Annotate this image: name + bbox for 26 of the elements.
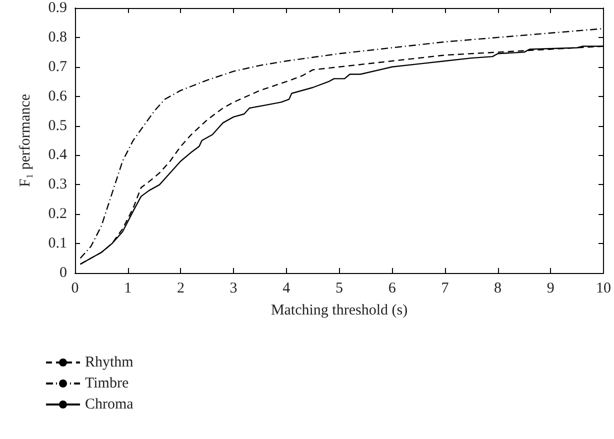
- legend-label: Timbre: [85, 376, 129, 392]
- y-tick-label: 0.8: [48, 29, 67, 46]
- x-tick-label: 0: [71, 280, 79, 296]
- x-tick-label: 10: [596, 280, 611, 296]
- y-tick-label: 0.1: [48, 236, 67, 252]
- y-tick-label: 0.7: [48, 58, 68, 75]
- y-tick-label: 0.4: [48, 147, 68, 164]
- legend-label: Rhythm: [85, 354, 134, 370]
- y-tick-label: 0.2: [48, 206, 67, 222]
- x-tick-label: 1: [124, 280, 132, 296]
- x-tick-label: 7: [441, 280, 450, 296]
- x-tick-label: 8: [494, 280, 502, 296]
- x-tick-label: 6: [388, 280, 396, 296]
- x-tick-label: 4: [282, 280, 291, 296]
- y-tick-label: 0.9: [48, 0, 67, 16]
- x-tick-label: 2: [176, 280, 184, 296]
- y-tick-label: 0: [60, 265, 67, 281]
- x-axis-title: Matching threshold (s): [270, 302, 408, 318]
- y-tick-label: 0.5: [48, 118, 67, 134]
- x-tick-label: 3: [230, 280, 238, 296]
- legend-label: Chroma: [85, 396, 134, 412]
- x-tick-label: 9: [546, 280, 554, 296]
- y-axis-title: F₁ performance: [18, 94, 34, 188]
- y-tick-label: 0.6: [48, 88, 68, 104]
- y-tick-label: 0.3: [48, 176, 67, 193]
- x-tick-label: 5: [336, 280, 343, 296]
